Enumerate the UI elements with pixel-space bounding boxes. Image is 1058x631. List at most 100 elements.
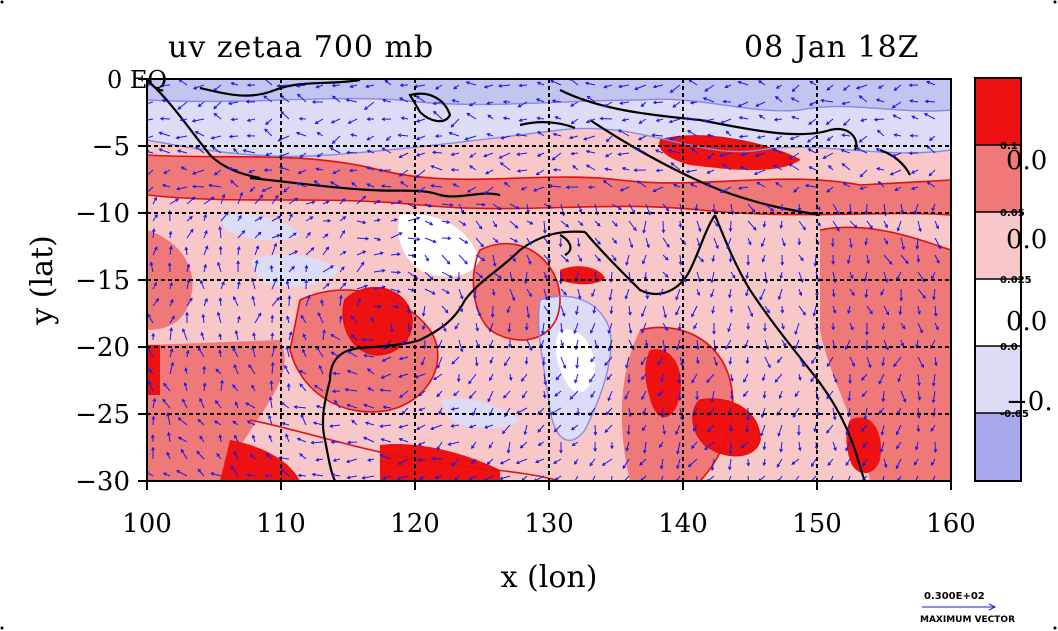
wind-vector-head (801, 363, 805, 368)
wind-vector-head (706, 170, 711, 174)
wind-vector-head (257, 231, 262, 236)
wind-vector-arrow-icon (237, 230, 245, 239)
wind-vector-arrow-icon (773, 164, 783, 171)
wind-vector-arrow-icon (712, 305, 715, 314)
wind-vector-head (184, 367, 188, 372)
wind-vector-arrow-icon (879, 407, 885, 414)
wind-vector-head (524, 280, 528, 285)
wind-vector-head (377, 237, 382, 241)
wind-vector-head (553, 460, 558, 464)
wind-vector-head (293, 232, 297, 237)
wind-vector-arrow-icon (407, 237, 420, 240)
wind-vector-arrow-icon (636, 147, 647, 154)
wind-vector-arrow-icon (232, 384, 239, 392)
wind-vector-head (215, 368, 220, 373)
wind-vector-head (711, 258, 716, 263)
wind-vector-head (930, 427, 935, 432)
wind-vector-head (662, 430, 667, 435)
wind-vector-head (361, 337, 366, 342)
wind-vector-arrow-icon (176, 470, 188, 477)
wind-vector-arrow-icon (492, 271, 502, 279)
wind-vector-arrow-icon (696, 220, 701, 232)
wind-vector-head (294, 197, 299, 202)
wind-vector-head (747, 241, 752, 246)
wind-vector-arrow-icon (312, 473, 324, 477)
wind-vector-head (875, 167, 881, 171)
wind-vector-head (636, 147, 641, 152)
colorbar-label: 0.025 (1000, 275, 1032, 286)
wind-vector-head (728, 228, 733, 233)
y-tick-label: −15 (75, 266, 130, 296)
wind-vector-head (468, 102, 473, 107)
wind-vector-head (613, 239, 618, 244)
wind-vector-arrow-icon (502, 424, 511, 434)
wind-vector-head (362, 250, 367, 255)
wind-vector-arrow-icon (522, 390, 528, 398)
wind-vector-arrow-icon (775, 182, 783, 188)
wind-vector-head (524, 326, 529, 331)
wind-vector-head (931, 461, 935, 466)
wind-vector-arrow-icon (435, 84, 443, 90)
wind-vector-head (234, 329, 239, 334)
wind-vector-arrow-icon (305, 265, 308, 273)
wind-vector-head (891, 104, 896, 109)
wind-vector-arrow-icon (775, 96, 783, 103)
wind-vector-arrow-icon (203, 264, 207, 273)
wind-vector-head (277, 215, 282, 220)
wind-vector-arrow-icon (228, 101, 239, 105)
wind-vector-arrow-icon (622, 167, 630, 171)
wind-vector-head (641, 260, 646, 265)
wind-vector-arrow-icon (740, 441, 749, 448)
wind-vector-head (728, 258, 733, 263)
wind-vector-arrow-icon (475, 237, 484, 247)
wind-vector-arrow-icon (472, 407, 477, 416)
wind-vector-head (316, 132, 321, 136)
wind-vector-arrow-icon (876, 168, 885, 171)
wind-vector-arrow-icon (313, 422, 324, 426)
wind-vector-head (726, 245, 730, 250)
wind-vector-head (579, 222, 584, 226)
wind-vector-head (263, 95, 268, 100)
wind-vector-arrow-icon (417, 458, 426, 462)
wind-vector-arrow-icon (882, 390, 885, 402)
wind-vector-head (338, 315, 343, 320)
wind-vector-arrow-icon (832, 220, 840, 232)
wind-vector-head (158, 148, 163, 152)
wind-vector-arrow-icon (774, 373, 783, 383)
wind-vector-head (468, 380, 472, 385)
wind-vector-head (869, 310, 873, 315)
y-tick-label-eq: 0 EQ (107, 66, 167, 94)
wind-vector-arrow-icon (729, 458, 732, 470)
wind-vector-arrow-icon (519, 84, 528, 87)
wind-vector-arrow-icon (791, 97, 800, 103)
wind-vector-arrow-icon (543, 220, 546, 233)
wind-vector-head (421, 312, 426, 317)
wind-vector-head (273, 242, 277, 247)
wind-vector-arrow-icon (703, 118, 715, 122)
wind-vector-arrow-icon (504, 407, 511, 417)
wind-vector-arrow-icon (542, 322, 545, 334)
wind-vector-head (345, 98, 350, 102)
wind-vector-head (642, 449, 647, 454)
wind-vector-arrow-icon (499, 152, 511, 159)
wind-vector-arrow-icon (594, 220, 601, 227)
wind-vector-arrow-icon (730, 271, 736, 279)
wind-vector-head (710, 467, 715, 472)
wind-vector-head (208, 183, 213, 188)
y-tick-labels: 0 EQ −5 −10 −15 −20 −25 −30 (75, 66, 167, 497)
wind-vector-arrow-icon (416, 95, 426, 103)
wind-vector-arrow-icon (729, 254, 732, 262)
wind-vector-head (551, 99, 556, 103)
wind-vector-head (242, 149, 247, 153)
wind-vector-head (362, 195, 367, 200)
wind-vector-head (641, 313, 645, 318)
wind-vector-head (484, 170, 489, 175)
wind-vector-head (791, 115, 796, 120)
wind-vector-head (745, 429, 749, 434)
wind-vector-arrow-icon (147, 346, 154, 358)
wind-vector-arrow-icon (176, 186, 188, 190)
wind-vector-arrow-icon (926, 145, 936, 154)
wind-vector-head (815, 396, 820, 401)
wind-vector-head (512, 258, 517, 262)
wind-vector-head (655, 118, 660, 122)
